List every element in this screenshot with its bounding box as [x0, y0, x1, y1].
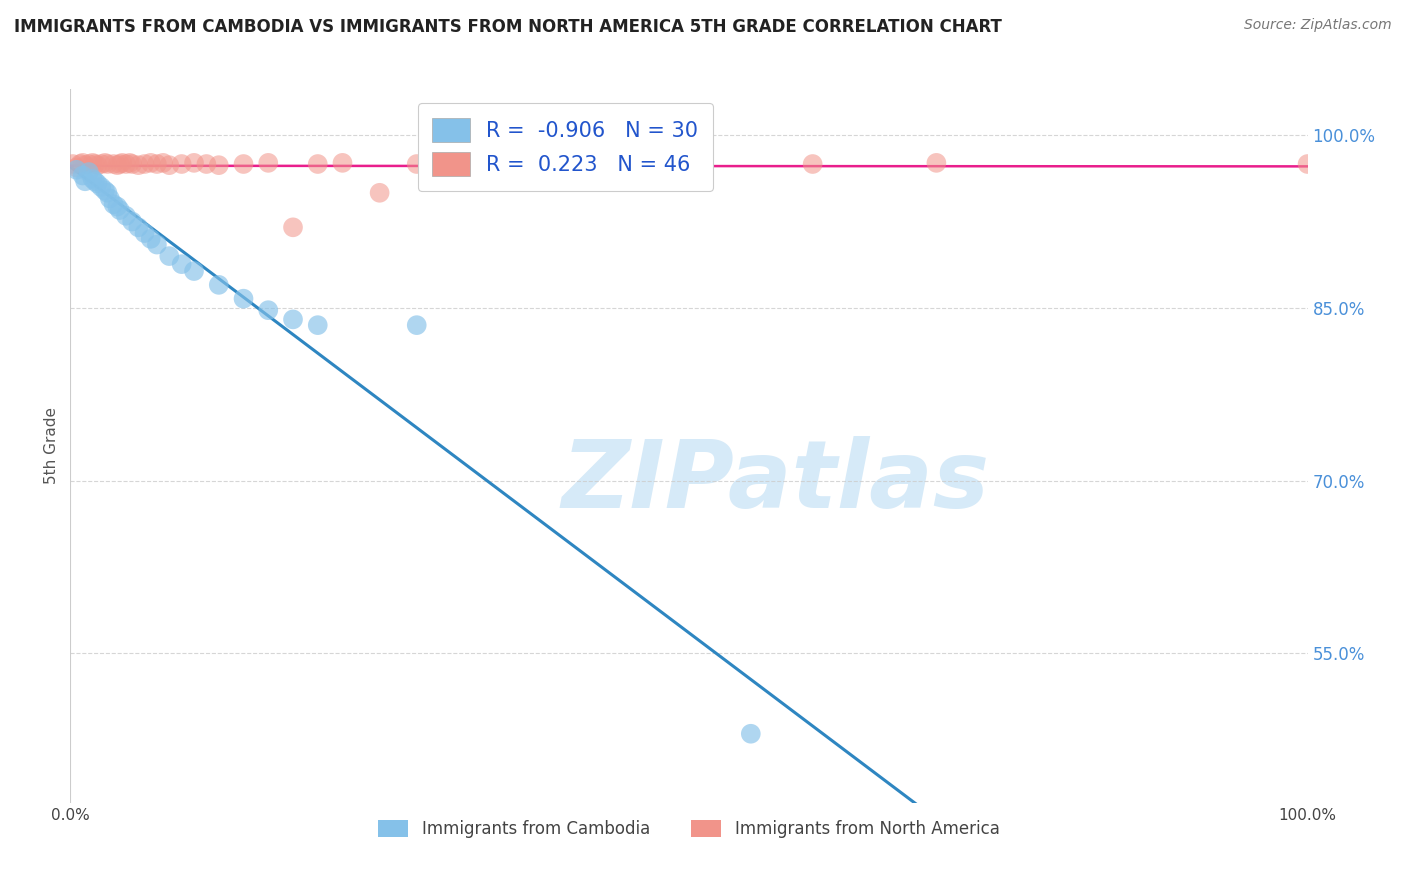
Point	[307, 157, 329, 171]
Text: Source: ZipAtlas.com: Source: ZipAtlas.com	[1244, 18, 1392, 32]
Point	[170, 257, 193, 271]
Point	[127, 220, 149, 235]
Point	[616, 157, 638, 171]
Point	[195, 157, 218, 171]
Point	[456, 157, 478, 171]
Point	[139, 156, 162, 170]
Y-axis label: 5th Grade: 5th Grade	[44, 408, 59, 484]
Point	[103, 197, 125, 211]
Point	[232, 292, 254, 306]
Point	[121, 214, 143, 228]
Point	[332, 156, 354, 170]
Point	[96, 157, 118, 171]
Point	[65, 162, 87, 177]
Point	[405, 318, 427, 333]
Point	[75, 158, 97, 172]
Point	[69, 157, 91, 171]
Point	[146, 157, 169, 171]
Point	[146, 237, 169, 252]
Point	[118, 156, 141, 170]
Point	[86, 158, 108, 172]
Point	[86, 177, 108, 191]
Text: IMMIGRANTS FROM CAMBODIA VS IMMIGRANTS FROM NORTH AMERICA 5TH GRADE CORRELATION : IMMIGRANTS FROM CAMBODIA VS IMMIGRANTS F…	[14, 18, 1002, 36]
Point	[134, 157, 156, 171]
Point	[183, 156, 205, 170]
Point	[65, 161, 87, 175]
Point	[183, 264, 205, 278]
Point	[111, 156, 134, 170]
Legend: Immigrants from Cambodia, Immigrants from North America: Immigrants from Cambodia, Immigrants fro…	[371, 813, 1007, 845]
Point	[232, 157, 254, 171]
Point	[505, 157, 527, 171]
Point	[405, 157, 427, 171]
Point	[77, 165, 100, 179]
Point	[281, 312, 304, 326]
Point	[925, 156, 948, 170]
Point	[105, 158, 128, 172]
Point	[740, 727, 762, 741]
Point	[281, 220, 304, 235]
Point	[77, 157, 100, 171]
Point	[94, 184, 117, 198]
Point	[479, 156, 502, 170]
Point	[103, 157, 125, 171]
Point	[75, 174, 97, 188]
Point	[368, 186, 391, 200]
Point	[307, 318, 329, 333]
Point	[157, 158, 180, 172]
Point	[121, 157, 143, 171]
Point	[157, 249, 180, 263]
Point	[98, 192, 121, 206]
Point	[82, 172, 104, 186]
Point	[72, 156, 94, 170]
Point	[62, 157, 84, 171]
Point	[115, 209, 138, 223]
Point	[257, 303, 280, 318]
Point	[208, 158, 231, 172]
Text: ZIPatlas: ZIPatlas	[561, 435, 990, 528]
Point	[105, 200, 128, 214]
Point	[208, 277, 231, 292]
Point	[72, 169, 94, 183]
Point	[1296, 157, 1319, 171]
Point	[108, 157, 131, 171]
Point	[94, 156, 117, 170]
Point	[96, 186, 118, 200]
Point	[430, 156, 453, 170]
Point	[801, 157, 824, 171]
Point	[90, 157, 112, 171]
Point	[678, 156, 700, 170]
Point	[152, 156, 174, 170]
Point	[257, 156, 280, 170]
Point	[139, 232, 162, 246]
Point	[115, 157, 138, 171]
Point	[90, 180, 112, 194]
Point	[127, 158, 149, 172]
Point	[82, 156, 104, 170]
Point	[84, 157, 107, 171]
Point	[134, 226, 156, 240]
Point	[84, 174, 107, 188]
Point	[554, 156, 576, 170]
Point	[108, 202, 131, 217]
Point	[170, 157, 193, 171]
